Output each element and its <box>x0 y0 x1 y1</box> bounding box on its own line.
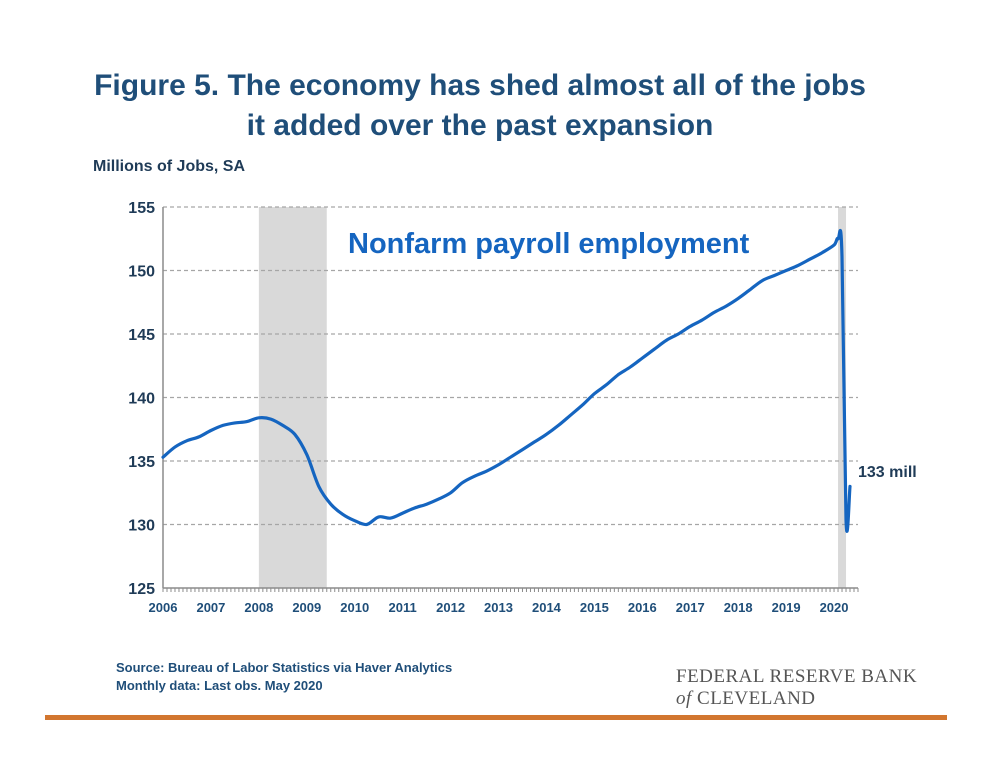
x-tick-label: 2009 <box>292 600 321 615</box>
chart-title-line1: Figure 5. The economy has shed almost al… <box>94 69 866 102</box>
gridlines <box>163 206 858 526</box>
series-title: Nonfarm payroll employment <box>348 228 750 260</box>
x-tick-label: 2006 <box>149 600 178 615</box>
y-tick-label: 140 <box>128 391 155 408</box>
y-tick-label: 145 <box>128 327 155 344</box>
series-line-1 <box>161 228 852 533</box>
x-tick-label: 2014 <box>532 600 562 615</box>
footer-rule <box>45 715 947 720</box>
x-tick-label: 2008 <box>244 600 273 615</box>
x-tick-label: 2011 <box>389 600 417 615</box>
logo-line1: FEDERAL RESERVE BANK <box>676 666 918 687</box>
x-tick-label: 2020 <box>820 600 849 615</box>
last-value-annotation: 133 mill <box>858 464 917 481</box>
x-tick-label: 2015 <box>580 600 609 615</box>
data-note-line: Monthly data: Last obs. May 2020 <box>116 678 323 693</box>
y-tick-label: 130 <box>128 518 155 535</box>
x-tick-label: 2018 <box>724 600 753 615</box>
logo-line2: of CLEVELAND <box>676 688 917 710</box>
x-tick-label: 2013 <box>484 600 513 615</box>
x-tick-label: 2019 <box>772 600 801 615</box>
source-note: Source: Bureau of Labor Statistics via H… <box>116 659 452 695</box>
y-tick-label: 135 <box>128 454 155 471</box>
source-line: Source: Bureau of Labor Statistics via H… <box>116 660 453 675</box>
fed-cleveland-logo: FEDERAL RESERVE BANK of CLEVELAND <box>676 666 917 710</box>
y-axis-label: Millions of Jobs, SA <box>93 158 246 175</box>
axes: 125 130 135 140 145 150 155 2006 2007 2008 2009 201… <box>128 200 859 615</box>
x-tick-label: 2012 <box>436 600 465 615</box>
chart-title-line2: it added over the past expansion <box>246 109 714 142</box>
x-tick-label: 2010 <box>340 600 369 615</box>
y-tick-label: 150 <box>128 264 155 281</box>
logo-city: CLEVELAND <box>691 688 816 709</box>
series <box>161 228 852 533</box>
x-tick-label: 2007 <box>196 600 225 615</box>
chart-labels: Nonfarm payroll employment 133 mill <box>348 228 917 481</box>
y-tick-label: 155 <box>128 200 155 217</box>
x-tick-label: 2016 <box>628 600 657 615</box>
chart-title: Figure 5. The economy has shed almost al… <box>0 66 960 146</box>
y-tick-label: 125 <box>128 581 155 598</box>
x-tick-label: 2017 <box>676 600 705 615</box>
logo-of: of <box>676 688 692 709</box>
